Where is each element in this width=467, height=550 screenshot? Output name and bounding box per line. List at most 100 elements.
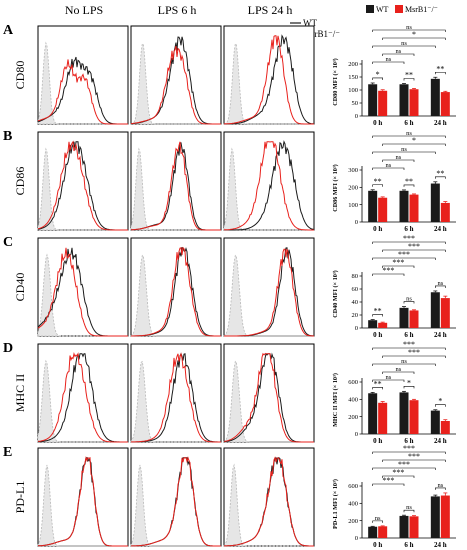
y-tick-label: 40 [352,299,359,306]
significance-bracket [382,459,446,462]
significance-label: ns [395,366,401,373]
panel-row-a: A CD80 CD80 MFI (× 10³) 0 50 100 150 200 0 h 6 h 2… [3,23,456,127]
ko-bar [378,90,388,116]
x-tick-label: 0 h [373,119,382,127]
ko-bar [409,516,419,538]
histogram-b-2 [130,131,222,231]
y-tick-label: 0 [355,325,358,332]
y-tick-label: 400 [348,397,358,404]
histogram-b-3 [223,131,315,231]
significance-bracket [382,265,415,268]
panel-row-e: E PD-L1 PD-L1 MFI (× 10³) 0 200 400 600 0 h 6 h 2… [3,444,456,549]
ko-bar [378,197,388,222]
significance-bracket [372,257,436,260]
ko-histogram-curve [130,456,221,547]
significance-bracket [372,467,436,470]
y-tick-label: 20 [352,312,359,319]
significance-bracket [372,184,383,187]
significance-label: * [407,378,411,387]
ko-histogram-curve [224,35,314,125]
significance-label: *** [382,476,394,485]
significance-label: ns [401,146,407,153]
significance-bracket [372,135,446,138]
significance-label: ns [406,130,412,137]
wt-bar [430,78,440,116]
legend-ko-label: MsrB1⁻/⁻ [303,29,340,39]
x-tick-label: 6 h [404,541,413,549]
panel-row-c: C CD40 CD40 MFI (× 10³) 0 20 40 60 80 0 h 6 h 24 h… [3,234,456,339]
significance-bracket [382,159,415,162]
significance-bracket [435,487,446,490]
x-tick-label: 6 h [404,331,413,339]
isotype-curve [223,147,314,231]
wt-bar [399,307,409,328]
wt-bar [430,292,440,328]
ko-histogram-curve [130,141,221,231]
isotype-curve [130,464,221,547]
marker-label: MHC II [13,374,27,412]
x-tick-label: 0 h [373,541,382,549]
significance-label: ** [436,64,444,73]
y-tick-label: 60 [352,286,359,293]
significance-label: ns [406,296,412,303]
significance-label: *** [382,266,394,275]
histogram-d-2 [130,343,222,443]
significance-label: ns [406,504,412,511]
bar-legend-ko-swatch [395,5,403,13]
significance-bracket [372,167,405,170]
isotype-curve [223,254,314,337]
significance-label: *** [403,234,415,243]
x-tick-label: 6 h [404,437,413,445]
significance-bracket [372,61,405,64]
histogram-a-2 [130,25,222,125]
significance-bracket [382,143,446,146]
significance-label: ns [437,482,443,489]
ko-bar [440,92,450,116]
histogram-frame [37,343,129,443]
significance-bracket [372,273,405,276]
bar-chart-e: PD-L1 MFI (× 10³) 0 200 400 600 0 h 6 h 24 h ns n… [332,444,456,549]
ko-bar [440,421,450,434]
significance-label: ** [436,169,444,178]
ko-histogram-curve [37,140,128,231]
significance-label: *** [408,348,420,357]
ko-histogram-curve [37,59,128,125]
ko-bar [378,402,388,434]
y-tick-label: 50 [352,100,359,107]
ko-histogram-curve [223,141,314,231]
y-tick-label: 150 [348,74,358,81]
marker-label: PD-L1 [13,481,27,514]
ko-histogram-curve [130,45,221,125]
significance-bracket [382,37,446,40]
panel-letter: E [3,445,12,460]
y-tick-label: 600 [348,379,358,386]
histogram-d-3 [223,343,315,443]
x-tick-label: 24 h [434,225,447,233]
y-axis-label: CD86 MFI (× 10³) [332,164,339,211]
ko-histogram-curve [224,248,314,337]
column-header-no-lps: No LPS [65,3,103,17]
wt-bar [368,84,378,116]
significance-bracket [372,45,436,48]
ko-bar [440,202,450,222]
ko-bar [378,526,388,538]
histogram-e-3 [223,447,315,547]
significance-label: * [376,70,380,79]
significance-label: ns [385,56,391,63]
wt-bar [430,183,440,222]
panel-row-d: D MHC II MHC II MFI (× 10³) 0 200 400 600 0 h 6 … [3,340,456,445]
significance-label: ** [405,177,413,186]
wt-bar [368,190,378,222]
significance-bracket [435,285,446,288]
bar-legend-wt-label: WT [376,5,389,14]
panel-letter: D [3,341,13,356]
histogram-e-2 [130,447,222,547]
ko-bar [440,298,450,328]
significance-label: *** [403,340,415,349]
significance-label: ns [401,40,407,47]
y-tick-label: 0 [355,219,358,226]
significance-bracket [372,451,446,454]
histogram-c-1 [37,237,129,337]
x-tick-label: 24 h [434,437,447,445]
bar-legend: WT MsrB1⁻/⁻ [366,5,438,14]
